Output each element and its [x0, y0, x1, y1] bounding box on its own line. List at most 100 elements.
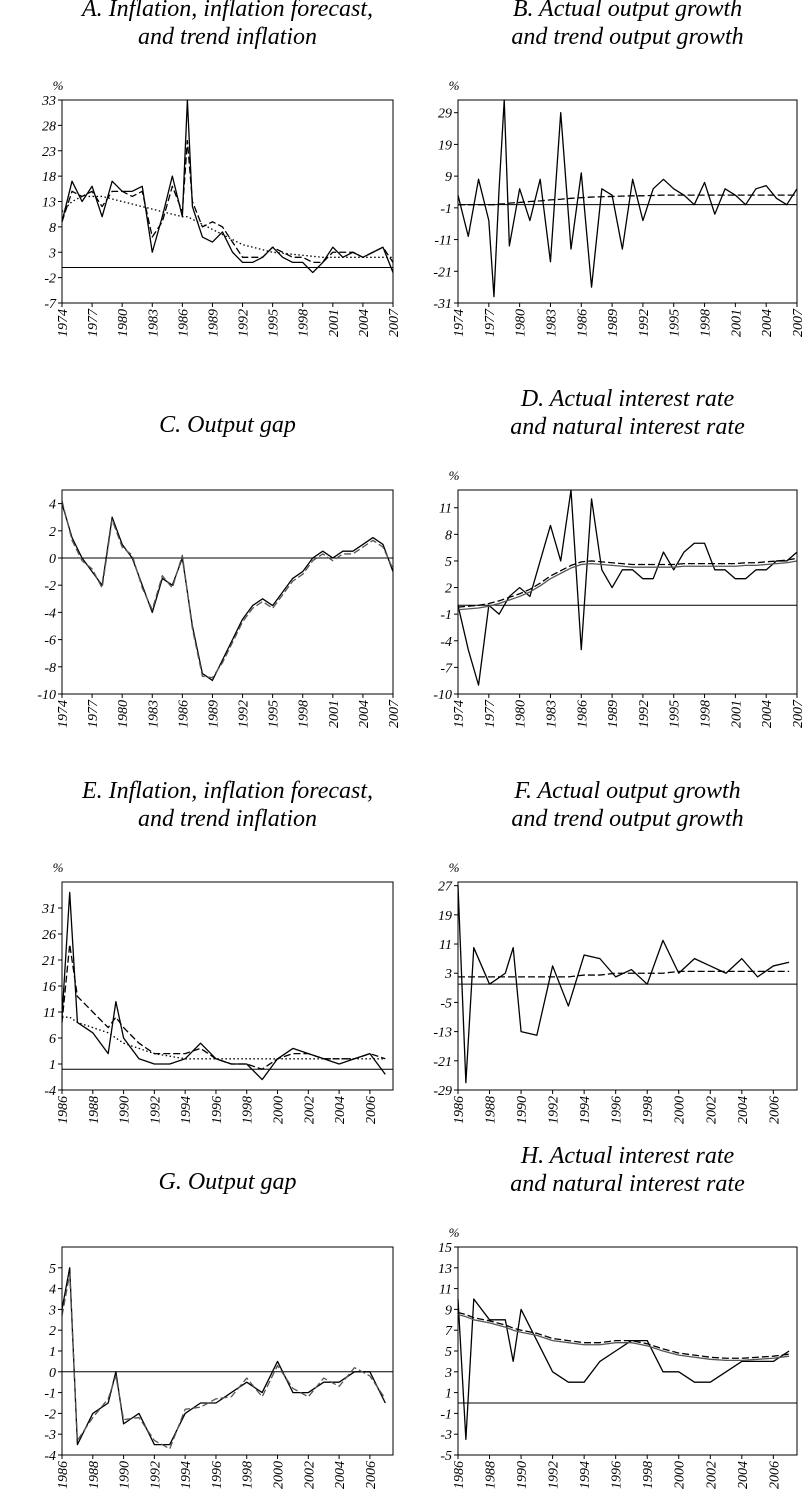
x-tick-label: 1989 — [606, 700, 621, 728]
x-tick-label: 1977 — [86, 308, 101, 337]
x-tick-label: 2006 — [364, 1096, 379, 1124]
x-tick-label: 1989 — [206, 309, 221, 337]
x-tick-label: 1992 — [237, 309, 252, 337]
series-line — [457, 1313, 790, 1362]
y-tick-label: -1 — [440, 608, 452, 623]
y-tick-label: 11 — [43, 1006, 56, 1021]
y-tick-label: 13 — [438, 1262, 452, 1277]
y-tick-label: 26 — [42, 928, 56, 943]
series-line — [458, 194, 797, 206]
x-tick-label: 1992 — [637, 309, 652, 337]
y-tick-label: -13 — [433, 1026, 452, 1041]
x-tick-label: 2000 — [272, 1461, 287, 1489]
y-tick-label: 9 — [445, 1303, 452, 1318]
y-tick-label: 1 — [49, 1058, 56, 1073]
y-tick-label: 19 — [438, 138, 452, 153]
y-tick-label: -7 — [44, 297, 57, 312]
chart-title: and natural interest rate — [510, 1171, 745, 1197]
y-tick-label: -1 — [440, 202, 452, 217]
x-tick-label: 1990 — [515, 1461, 530, 1489]
x-tick-label: 1998 — [641, 1096, 656, 1124]
x-tick-label: 2006 — [767, 1096, 782, 1124]
x-tick-label: 1986 — [575, 700, 590, 728]
y-tick-label: 4 — [49, 498, 56, 513]
x-tick-label: 1994 — [578, 1461, 593, 1489]
y-tick-label: 5 — [445, 1345, 452, 1360]
y-tick-label: 3 — [444, 1366, 452, 1381]
x-tick-label: 2007 — [387, 699, 402, 728]
x-tick-label: 1983 — [544, 700, 559, 728]
x-tick-label: 1990 — [118, 1096, 133, 1124]
x-tick-label: 2000 — [673, 1461, 688, 1489]
chart-title: and natural interest rate — [510, 414, 745, 440]
y-unit: % — [449, 860, 460, 875]
x-tick-label: 2001 — [729, 700, 744, 728]
y-unit: % — [449, 1225, 460, 1240]
chart-title: A. Inflation, inflation forecast, — [80, 0, 373, 22]
x-tick-label: 1986 — [56, 1461, 71, 1489]
x-tick-label: 1992 — [237, 700, 252, 728]
chart-title: B. Actual output growth — [513, 0, 742, 22]
x-tick-label: 1974 — [452, 309, 467, 337]
y-tick-label: 3 — [444, 967, 452, 982]
x-tick-label: 1989 — [206, 700, 221, 728]
x-tick-label: 1980 — [514, 700, 529, 728]
x-tick-label: 2001 — [729, 309, 744, 337]
series-line — [62, 1016, 386, 1060]
series-line — [61, 500, 394, 679]
x-tick-label: 1989 — [606, 309, 621, 337]
y-tick-label: 27 — [438, 880, 453, 895]
y-tick-label: -2 — [44, 1407, 56, 1422]
x-tick-label: 1998 — [241, 1096, 256, 1124]
x-tick-label: 2002 — [302, 1461, 317, 1489]
x-tick-label: 1995 — [267, 309, 282, 337]
chart-title: E. Inflation, inflation forecast, — [81, 778, 373, 804]
x-tick-label: 2004 — [736, 1096, 751, 1124]
y-unit: % — [449, 78, 460, 93]
x-tick-label: 1986 — [452, 1096, 467, 1124]
x-tick-label: 1977 — [483, 699, 498, 728]
y-tick-label: -4 — [44, 1084, 56, 1099]
plot-frame — [61, 1246, 394, 1456]
y-tick-label: 33 — [41, 94, 56, 109]
y-tick-label: 8 — [445, 528, 452, 543]
y-tick-label: -5 — [440, 1449, 452, 1464]
x-tick-label: 1980 — [514, 309, 529, 337]
y-tick-label: 1 — [49, 1345, 56, 1360]
plot-frame — [61, 99, 394, 304]
y-tick-label: 15 — [438, 1241, 452, 1256]
chart-title: D. Actual interest rate — [520, 386, 735, 412]
series-line — [61, 503, 394, 682]
chart-title: and trend output growth — [511, 806, 743, 832]
x-tick-label: 1986 — [56, 1096, 71, 1124]
chart-title: and trend inflation — [138, 806, 317, 832]
y-tick-label: -29 — [433, 1084, 452, 1099]
y-tick-label: 2 — [49, 525, 56, 540]
y-tick-label: 21 — [42, 954, 56, 969]
x-tick-label: 1983 — [146, 309, 161, 337]
chart-title: G. Output gap — [159, 1169, 297, 1195]
y-tick-label: 16 — [42, 980, 56, 995]
y-tick-label: 8 — [49, 221, 56, 236]
x-tick-label: 2004 — [357, 700, 372, 728]
x-tick-label: 1998 — [641, 1461, 656, 1489]
series-line — [61, 139, 394, 264]
x-tick-label: 1994 — [179, 1096, 194, 1124]
y-tick-label: 3 — [48, 1303, 56, 1318]
series-line — [457, 1298, 790, 1441]
x-tick-label: 2001 — [327, 309, 342, 337]
x-tick-label: 2004 — [357, 309, 372, 337]
plot-frame — [457, 1246, 798, 1456]
plot-frame — [457, 881, 798, 1091]
series-line — [457, 489, 798, 686]
y-tick-label: 0 — [49, 552, 56, 567]
chart-title: C. Output gap — [159, 412, 296, 438]
y-tick-label: 19 — [438, 909, 452, 924]
x-tick-label: 1974 — [452, 700, 467, 728]
y-tick-label: -3 — [44, 1428, 56, 1443]
x-tick-label: 2007 — [791, 699, 804, 728]
y-tick-label: -11 — [434, 234, 452, 249]
plot-frame — [61, 489, 394, 695]
y-tick-label: 11 — [439, 502, 452, 517]
x-tick-label: 1992 — [148, 1461, 163, 1489]
